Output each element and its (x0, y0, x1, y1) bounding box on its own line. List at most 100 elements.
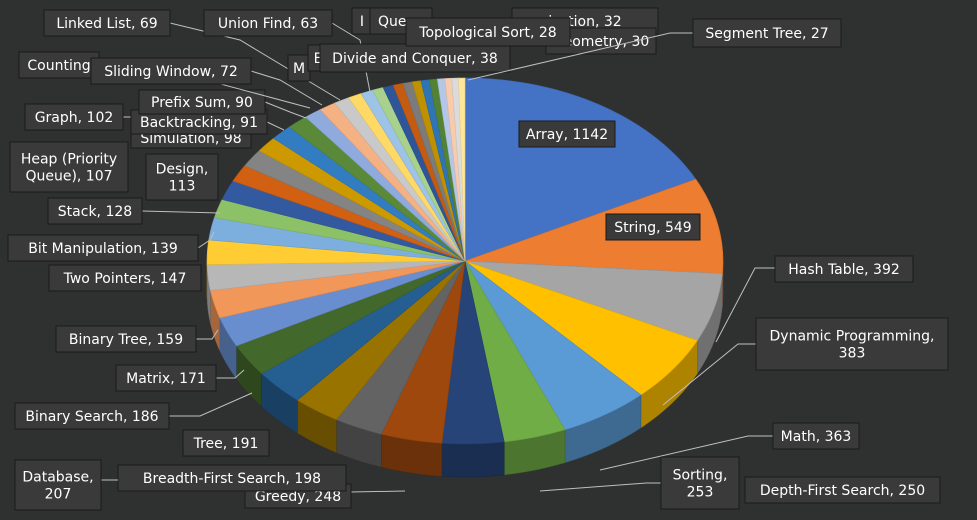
label-text-21: Backtracking, 91 (140, 115, 258, 131)
leader-line-12 (216, 369, 245, 379)
data-label-0: Array, 1142 (518, 120, 616, 148)
data-label-16: Stack, 128 (47, 197, 221, 225)
slice-10 (261, 260, 466, 401)
label-box-14 (48, 264, 202, 292)
slice-1 (464, 178, 724, 274)
label-line: Union Find, 63 (218, 16, 318, 32)
label-line: Graph, 102 (35, 110, 114, 126)
data-label-35: Segment Tree, 27 (467, 18, 842, 81)
data-label-24: Sliding Window, 72 (90, 57, 323, 106)
label-text-28: E (314, 51, 323, 67)
label-line: Breadth-First Search, 198 (143, 471, 321, 487)
label-text-16: Stack, 128 (58, 204, 132, 220)
data-label-10: Database, 207 (14, 459, 118, 511)
slice-11 (235, 260, 466, 374)
data-label-4: Math, 363 (599, 422, 860, 471)
label-text-2: Hash Table, 392 (788, 262, 900, 278)
label-text-33: Geometry, 30 (553, 34, 650, 50)
label-line: Greedy, 248 (255, 489, 341, 505)
data-label-8: Breadth-First Search, 198 (117, 464, 347, 492)
label-box-5 (660, 456, 740, 510)
slice-14 (206, 260, 466, 291)
label-text-27: M (293, 61, 305, 77)
label-line: String, 549 (614, 220, 691, 236)
leader-line-11 (169, 392, 253, 417)
pie-depth (206, 260, 724, 478)
leader-line-5 (539, 482, 661, 492)
label-text-17: Heap (Priority Queue), 107 (21, 152, 117, 185)
label-box-17 (9, 141, 129, 193)
label-box-16 (47, 197, 143, 225)
data-label-1: String, 549 (605, 213, 701, 241)
label-box-3 (755, 317, 949, 371)
label-text-20: Graph, 102 (35, 110, 114, 126)
slice-4 (464, 260, 642, 431)
slice-3 (464, 260, 698, 396)
leader-line-21 (266, 121, 285, 131)
label-box-18 (145, 153, 219, 201)
label-text-1: String, 549 (614, 220, 691, 236)
slice-6 (441, 260, 505, 445)
label-line: Queue), 107 (25, 169, 112, 185)
label-text-18: Design, 113 (156, 162, 209, 195)
label-line: Heap (Priority (21, 152, 117, 168)
label-line: I (360, 14, 364, 30)
slice-2 (464, 260, 723, 341)
label-line: Tree, 191 (193, 436, 259, 452)
data-label-5: Sorting, 253 (539, 456, 740, 510)
slice-side-6 (441, 441, 505, 478)
data-label-6: Depth-First Search, 250 (744, 476, 941, 504)
data-label-3: Dynamic Programming, 383 (662, 317, 949, 406)
data-label-11: Binary Search, 186 (14, 392, 253, 430)
label-line: 253 (687, 485, 714, 501)
label-box-0 (518, 120, 616, 148)
label-line: Array, 1142 (526, 127, 608, 143)
data-label-27: M (287, 54, 311, 82)
label-box-20 (24, 103, 124, 131)
label-line: Binary Search, 186 (25, 409, 158, 425)
slice-39 (458, 77, 466, 262)
data-label-30: Divide and Conquer, 38 (319, 43, 511, 73)
data-label-29: I (351, 7, 373, 35)
leader-line-3 (662, 343, 756, 406)
label-text-25: Linked List, 69 (56, 16, 157, 32)
label-line: Matrix, 171 (126, 371, 206, 387)
label-line: E (314, 51, 323, 67)
leader-line-16 (141, 210, 221, 214)
leader-line-7 (350, 490, 406, 493)
data-label-20: Graph, 102 (24, 103, 131, 131)
data-labels: Array, 1142 String, 549 Hash Table, 392 Dyn… (7, 7, 949, 511)
label-line: Geometry, 30 (553, 34, 650, 50)
label-line: Depth-First Search, 250 (760, 483, 925, 499)
leader-line-22 (264, 101, 307, 119)
label-line: Stack, 128 (58, 204, 132, 220)
data-label-13: Binary Tree, 159 (55, 325, 219, 353)
label-box-22 (138, 89, 266, 115)
label-box-13 (55, 325, 197, 353)
label-box-35 (692, 18, 842, 48)
label-text-9: Tree, 191 (193, 436, 259, 452)
slice-13 (210, 260, 466, 319)
data-label-9: Tree, 191 (182, 429, 270, 457)
label-text-12: Matrix, 171 (126, 371, 206, 387)
label-line: Bit Manipulation, 139 (28, 241, 178, 257)
label-line: Hash Table, 392 (788, 262, 900, 278)
slice-5 (464, 260, 566, 443)
label-line: Divide and Conquer, 38 (332, 51, 498, 67)
label-line: Topological Sort, 28 (418, 25, 556, 41)
slice-12 (219, 260, 466, 347)
label-text-6: Depth-First Search, 250 (760, 483, 925, 499)
label-line: 113 (169, 179, 196, 195)
label-box-1 (605, 213, 701, 241)
label-text-3: Dynamic Programming, 383 (770, 329, 935, 362)
data-label-14: Two Pointers, 147 (48, 264, 202, 292)
label-box-25 (43, 9, 171, 37)
label-box-10 (14, 459, 102, 511)
slice-8 (335, 260, 466, 435)
label-line: Design, (156, 162, 209, 178)
label-box-4 (772, 422, 860, 450)
data-label-22: Prefix Sum, 90 (138, 89, 307, 119)
label-text-14: Two Pointers, 147 (63, 271, 187, 287)
label-box-34 (405, 17, 571, 47)
label-line: Linked List, 69 (56, 16, 157, 32)
